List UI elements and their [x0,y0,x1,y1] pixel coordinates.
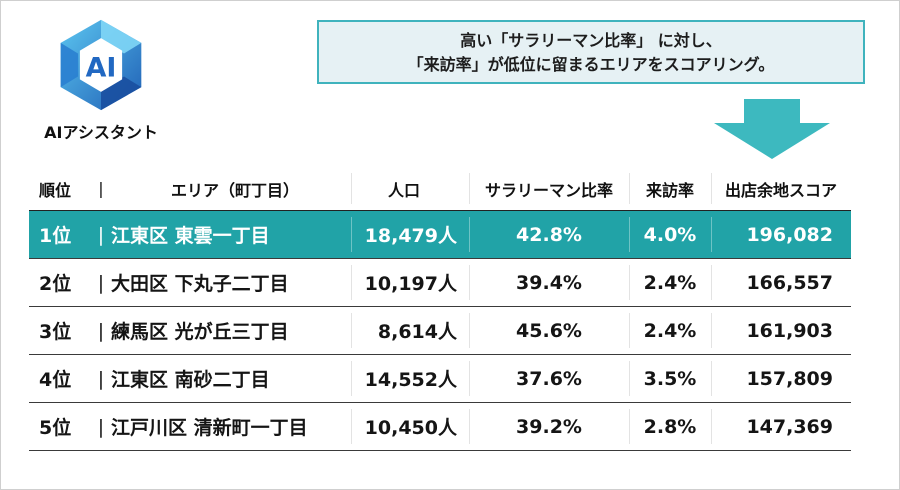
column-divider [629,361,630,396]
column-divider [469,217,470,252]
logo-caption: AIアシスタント [44,123,158,142]
row-separator: | [97,271,105,294]
header-rank: 順位 [39,180,72,200]
row-salaryman-ratio: 42.8% [516,223,582,246]
column-divider [351,313,352,348]
row-visit-rate: 3.5% [643,367,697,390]
row-area: 練馬区 光が丘三丁目 [111,321,289,343]
row-population: 10,197人 [364,273,457,295]
table-row-3: 3位 | 練馬区 光が丘三丁目 8,614人 45.6% 2.4% 161,90… [29,307,851,355]
row-visit-rate: 2.4% [643,271,697,294]
column-divider [711,409,712,444]
row-separator: | [97,367,105,390]
row-population: 8,614人 [377,321,457,343]
column-divider [629,217,630,252]
column-divider [469,361,470,396]
column-divider [711,217,712,252]
header-separator: | [98,179,104,198]
row-salaryman-ratio: 45.6% [516,319,582,342]
row-score: 166,557 [746,271,833,294]
column-divider [629,409,630,444]
row-area: 江東区 南砂二丁目 [111,369,270,391]
row-separator: | [97,415,105,438]
column-divider [629,173,630,204]
row-score: 157,809 [746,367,833,390]
column-divider [351,361,352,396]
row-rank: 5位 [39,417,72,439]
row-visit-rate: 2.8% [643,415,697,438]
column-divider [711,361,712,396]
column-divider [351,173,352,204]
header-salaryman-ratio: サラリーマン比率 [484,180,613,200]
column-divider [351,265,352,300]
row-rank: 2位 [39,273,72,295]
row-population: 10,450人 [364,417,457,439]
column-divider [711,313,712,348]
row-population: 14,552人 [364,369,457,391]
header-area: エリア（町丁目） [170,180,299,200]
column-divider [711,265,712,300]
row-salaryman-ratio: 39.4% [516,271,582,294]
row-score: 161,903 [746,319,833,342]
table-row-5: 5位 | 江戸川区 清新町一丁目 10,450人 39.2% 2.8% 147,… [29,403,851,451]
table-row-4: 4位 | 江東区 南砂二丁目 14,552人 37.6% 3.5% 157,80… [29,355,851,403]
ranking-table: 順位 | エリア（町丁目） 人口 サラリーマン比率 来訪率 出店余地スコア 1位… [29,167,851,451]
row-rank: 1位 [39,225,72,247]
callout-box: 高い「サラリーマン比率」 に対し、 「来訪率」が低位に留まるエリアをスコアリング… [317,20,865,84]
callout-line-2: 「来訪率」が低位に留まるエリアをスコアリング。 [407,55,775,74]
row-score: 147,369 [746,415,833,438]
column-divider [629,313,630,348]
row-salaryman-ratio: 39.2% [516,415,582,438]
row-visit-rate: 2.4% [643,319,697,342]
column-divider [469,265,470,300]
column-divider [469,173,470,204]
header-visit-rate: 来訪率 [645,180,694,200]
table-header-row: 順位 | エリア（町丁目） 人口 サラリーマン比率 来訪率 出店余地スコア [29,167,851,211]
row-salaryman-ratio: 37.6% [516,367,582,390]
header-score: 出店余地スコア [724,180,837,200]
row-separator: | [97,319,105,342]
row-area: 江戸川区 清新町一丁目 [111,417,308,439]
column-divider [469,409,470,444]
column-divider [469,313,470,348]
row-separator: | [97,223,105,246]
header-population: 人口 [387,180,420,200]
table-row-1: 1位 | 江東区 東雲一丁目 18,479人 42.8% 4.0% 196,08… [29,211,851,259]
table-row-2: 2位 | 大田区 下丸子二丁目 10,197人 39.4% 2.4% 166,5… [29,259,851,307]
row-rank: 3位 [39,321,72,343]
column-divider [351,409,352,444]
column-divider [351,217,352,252]
row-visit-rate: 4.0% [643,223,697,246]
row-score: 196,082 [746,223,833,246]
row-rank: 4位 [39,369,72,391]
column-divider [629,265,630,300]
row-area: 江東区 東雲一丁目 [111,225,270,247]
logo-mark-text: AI [86,53,117,84]
down-arrow-icon [714,99,830,159]
row-area: 大田区 下丸子二丁目 [111,273,289,295]
column-divider [711,173,712,204]
row-population: 18,479人 [364,225,457,247]
ai-logo-icon: AI [60,19,142,111]
callout-line-1: 高い「サラリーマン比率」 に対し、 [460,31,722,50]
